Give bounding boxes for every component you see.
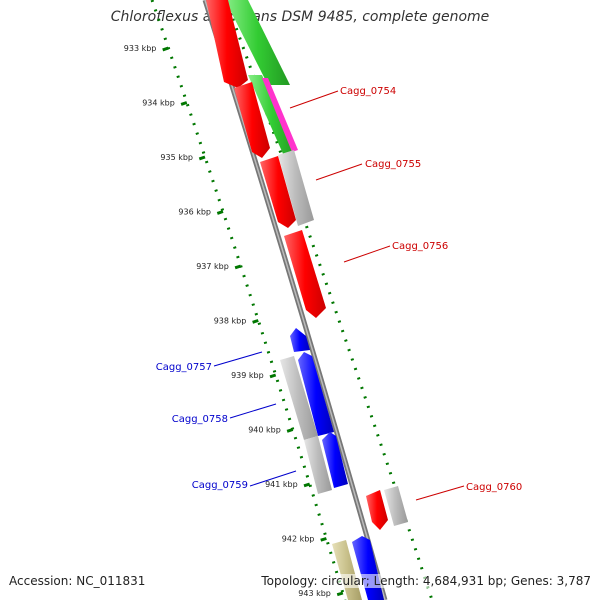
kbp-tick-label: 933 kbp: [124, 44, 157, 53]
kbp-tick-mark: [180, 101, 188, 106]
gene-arrow-cagg-0759-gray[interactable]: [304, 436, 332, 494]
gene-arrow-red-b[interactable]: [234, 82, 270, 158]
gene-arrow-cagg-0755[interactable]: [278, 150, 314, 226]
gene-arrow-cagg-0754b[interactable]: [248, 75, 296, 156]
gene-arrow-cagg-0754[interactable]: [225, 0, 290, 85]
kbp-tick-mark: [234, 264, 242, 270]
kbp-tick-label: 941 kbp: [265, 480, 298, 489]
kbp-tick-mark: [162, 46, 169, 52]
leader-cagg-0758: [229, 403, 277, 419]
gene-arrow-cagg-0757[interactable]: [298, 352, 334, 436]
gene-label-cagg-0759[interactable]: Cagg_0759: [192, 480, 248, 491]
kbp-tick-label: 939 kbp: [231, 371, 264, 380]
kbp-tick-label: 936 kbp: [178, 208, 211, 217]
kbp-tick-label: 942 kbp: [282, 535, 315, 544]
kbp-tick-mark: [303, 482, 311, 488]
kbp-tick-label: 938 kbp: [214, 317, 247, 326]
kbp-tick-mark: [269, 373, 277, 379]
kbp-tick-group: 933 kbp 934 kbp 935 kbp 936 kbp 937 kbp 938 k…: [124, 44, 344, 598]
gene-arrow-cagg-0759[interactable]: [322, 432, 348, 488]
map-title: Chloroflexus aggregans DSM 9485, complet…: [110, 9, 490, 25]
kbp-tick-mark: [336, 591, 344, 597]
genome-summary-text: Topology: circular; Length: 4,684,931 bp…: [261, 574, 591, 588]
gene-labels[interactable]: Cagg_0754 Cagg_0755 Cagg_0756 Cagg_0757 …: [156, 86, 523, 493]
gene-label-cagg-0754[interactable]: Cagg_0754: [340, 86, 396, 97]
leader-cagg-0754: [289, 90, 339, 109]
gene-label-cagg-0758[interactable]: Cagg_0758: [172, 414, 228, 425]
leader-cagg-0760: [415, 485, 465, 501]
kbp-tick-label: 940 kbp: [248, 426, 281, 435]
kbp-tick-label: 937 kbp: [196, 262, 229, 271]
gene-arrow-cagg-0756[interactable]: [284, 230, 326, 318]
gene-arrow-cagg-0760-gray[interactable]: [384, 486, 408, 526]
inner-dotted-track: [150, 0, 347, 600]
kbp-tick-mark: [286, 428, 294, 433]
leader-cagg-0759: [249, 470, 297, 487]
gene-arrow-cagg-0757-small[interactable]: [290, 328, 310, 352]
gene-arrow-red-c[interactable]: [260, 156, 296, 228]
kbp-tick-label: 935 kbp: [160, 153, 193, 162]
gene-arrow-cagg-0758-gray[interactable]: [280, 356, 318, 440]
leader-cagg-0756: [343, 245, 391, 263]
gene-label-cagg-0755[interactable]: Cagg_0755: [365, 159, 421, 170]
leader-cagg-0757: [213, 351, 263, 367]
kbp-tick-label: 934 kbp: [142, 99, 175, 108]
kbp-tick-mark: [320, 537, 327, 542]
kbp-tick-mark: [198, 155, 206, 161]
gene-label-cagg-0757[interactable]: Cagg_0757: [156, 362, 212, 373]
kbp-tick-mark: [216, 210, 224, 215]
kbp-tick-mark: [252, 319, 259, 324]
accession-text: Accession: NC_011831: [9, 574, 146, 588]
gene-label-cagg-0760[interactable]: Cagg_0760: [466, 482, 522, 493]
gene-arrow-cagg-0754-pink[interactable]: [262, 78, 298, 152]
leader-lines: [213, 90, 465, 501]
kbp-tick-label: 943 kbp: [298, 589, 331, 598]
gene-arrow-cagg-0760[interactable]: [366, 490, 388, 530]
leader-cagg-0755: [315, 163, 363, 181]
gene-label-cagg-0756[interactable]: Cagg_0756: [392, 241, 448, 252]
gene-arrow-red-a[interactable]: [206, 0, 248, 88]
